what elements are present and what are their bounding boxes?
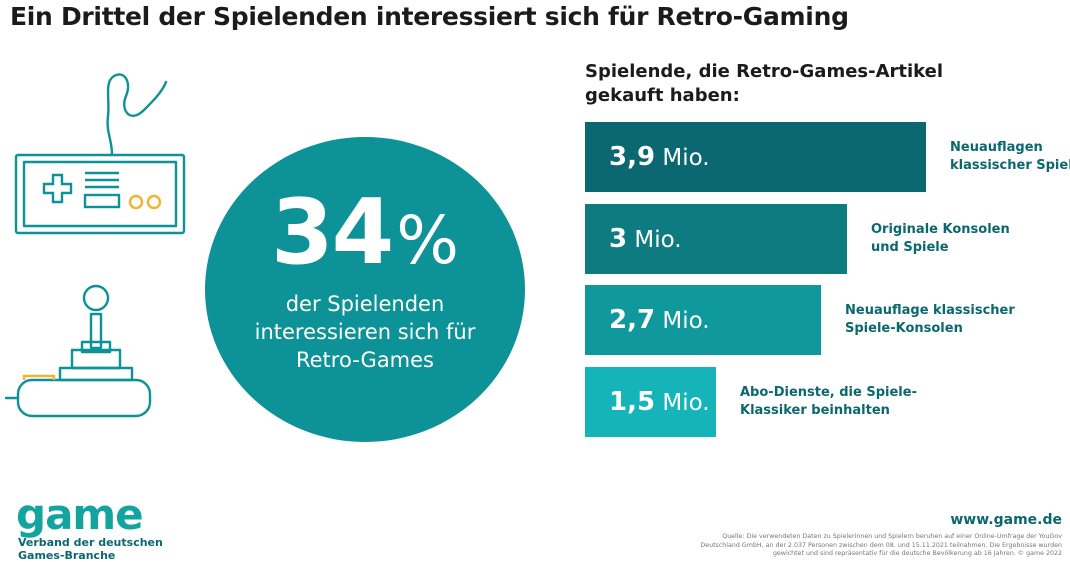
game-logo: game <box>16 490 144 539</box>
bar-category-label-line: Neuauflagen <box>950 140 1043 155</box>
source-line: Deutschland GmbH, an der 2.037 Personen … <box>700 541 1062 549</box>
bar-value-unit: Mio. <box>655 145 710 171</box>
bar-value-label: 3 Mio. <box>609 204 682 275</box>
highlight-caption: der Spielenden interessieren sich für Re… <box>205 290 525 374</box>
logo-subtitle: Verband der deutschen Games-Branche <box>18 536 163 562</box>
bar-category-label-line: und Spiele <box>871 240 949 255</box>
bar-value-unit: Mio. <box>655 390 710 416</box>
page-title: Ein Drittel der Spielenden interessiert … <box>10 2 849 31</box>
bar-category-label-line: Klassiker beinhalten <box>740 403 890 418</box>
highlight-line: Retro-Games <box>295 348 435 372</box>
highlight-circle <box>205 137 525 442</box>
bar-value-number: 3,9 <box>609 142 656 172</box>
bar-value-unit: Mio. <box>655 308 710 334</box>
bar-category-label-line: klassischer Spiele <box>950 158 1070 173</box>
bar-value-label: 1,5 Mio. <box>609 367 710 438</box>
chart-title: Spielende, die Retro-Games-Artikel gekau… <box>585 60 943 108</box>
highlight-percentage: 34% <box>205 178 525 296</box>
bar-category-label-line: Spiele-Konsolen <box>845 321 963 336</box>
bar: 3,9 Mio. <box>585 122 926 192</box>
chart-title-line: Spielende, die Retro-Games-Artikel <box>585 61 944 82</box>
bar: 3 Mio. <box>585 204 847 274</box>
bar-value-label: 3,9 Mio. <box>609 122 710 193</box>
highlight-unit: % <box>396 202 459 279</box>
gamepad-icon <box>14 73 186 235</box>
bar-value-number: 2,7 <box>609 305 656 335</box>
logo-subtitle-line: Games-Branche <box>18 549 116 562</box>
bar-category-label-line: Abo-Dienste, die Spiele- <box>740 385 917 400</box>
bar: 1,5 Mio. <box>585 367 716 437</box>
bar-value-number: 3 <box>609 224 628 254</box>
bar-category-label: Neuauflage klassischer Spiele-Konsolen <box>845 302 1015 338</box>
bar-category-label: Neuauflagen klassischer Spiele <box>950 139 1070 175</box>
bar-category-label-line: Neuauflage klassischer <box>845 303 1015 318</box>
website-link[interactable]: www.game.de <box>950 512 1062 528</box>
bar-category-label: Originale Konsolen und Spiele <box>871 221 1010 257</box>
joystick-icon <box>4 284 152 418</box>
bar-category-label-line: Originale Konsolen <box>871 222 1010 237</box>
highlight-value: 34 <box>271 180 394 285</box>
logo-subtitle-line: Verband der deutschen <box>18 536 163 549</box>
bar-value-unit: Mio. <box>627 227 682 253</box>
source-line: Quelle: Die verwendeten Daten zu Spieler… <box>722 533 1062 540</box>
bar: 2,7 Mio. <box>585 285 821 355</box>
bar-category-label: Abo-Dienste, die Spiele- Klassiker beinha… <box>740 384 917 420</box>
highlight-line: der Spielenden <box>285 292 445 316</box>
highlight-line: interessieren sich für <box>254 320 476 344</box>
chart-title-line: gekauft haben: <box>585 85 740 106</box>
bar-value-number: 1,5 <box>609 387 656 417</box>
source-note: Quelle: Die verwendeten Daten zu Spieler… <box>662 533 1062 559</box>
source-line: gewichtet und sind repräsentativ für die… <box>772 550 1062 557</box>
bar-value-label: 2,7 Mio. <box>609 285 710 356</box>
